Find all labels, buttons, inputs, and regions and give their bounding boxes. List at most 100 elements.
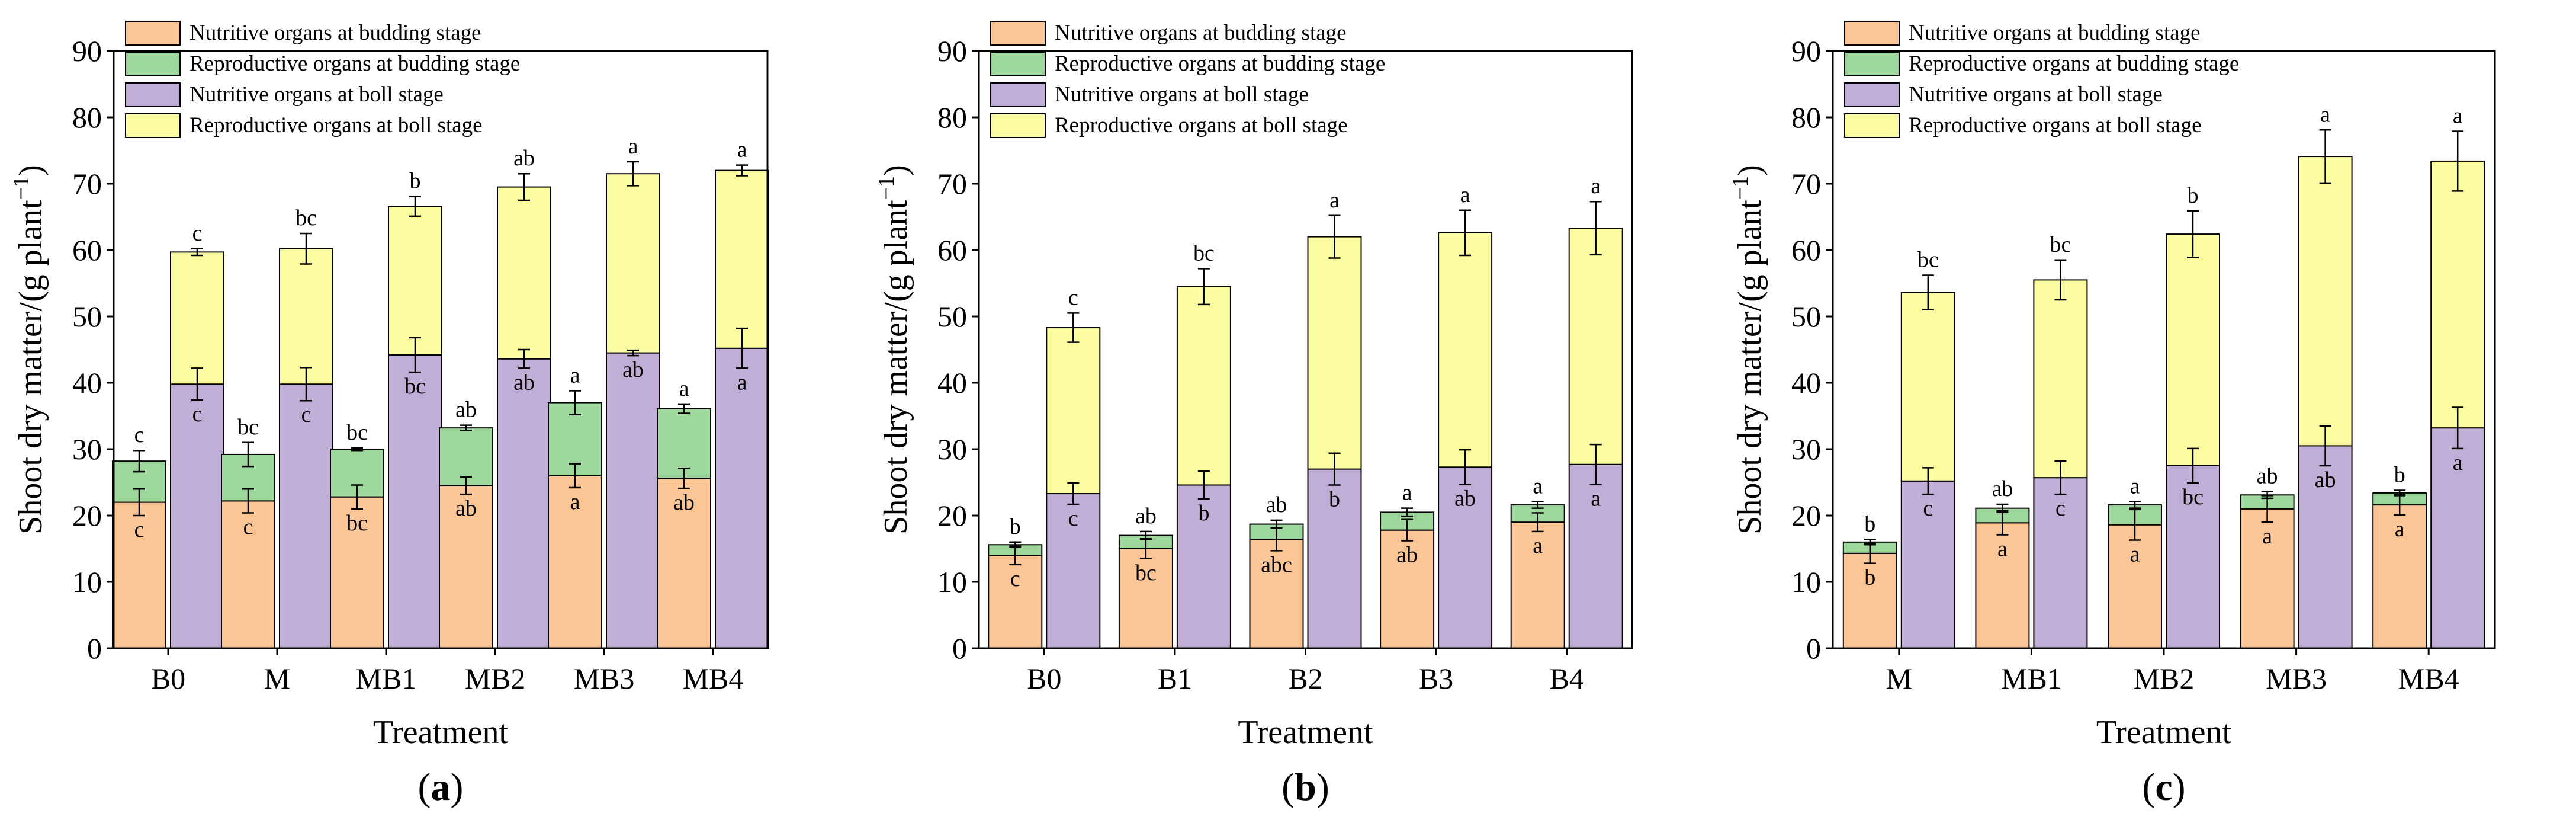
- legend-swatch: [125, 82, 181, 107]
- significance-letter: ab: [1396, 543, 1418, 568]
- legend-swatch: [1844, 52, 1900, 76]
- significance-letter: a: [1591, 486, 1601, 511]
- legend-swatch: [990, 82, 1046, 107]
- y-tick-label: 70: [1791, 167, 1821, 200]
- bar-nutritive-budding: [221, 500, 275, 649]
- x-tick-label: MB1: [2001, 662, 2062, 695]
- significance-letter: bc: [346, 420, 368, 445]
- significance-letter: a: [1460, 183, 1470, 207]
- significance-letter: ab: [1266, 492, 1287, 517]
- significance-letter: b: [1198, 501, 1209, 526]
- significance-letter: a: [2395, 517, 2405, 542]
- panel-label-letter: c: [2155, 766, 2172, 809]
- y-tick-label: 10: [1791, 565, 1821, 598]
- panel-label-open: (: [1281, 766, 1295, 809]
- bar-reproductive-boll: [715, 169, 769, 349]
- y-axis-title-close: ): [12, 165, 49, 176]
- plot-frame: [113, 50, 769, 649]
- bar-nutritive-boll: [2033, 477, 2088, 649]
- y-axis-title-sup: −1: [1728, 176, 1753, 200]
- significance-letter: a: [2453, 104, 2463, 129]
- y-tick-label: 40: [1791, 366, 1821, 399]
- significance-letter: ab: [622, 357, 644, 382]
- bar-reproductive-boll: [279, 248, 333, 385]
- panel-label-open: (: [2142, 766, 2155, 809]
- y-tick-label: 30: [1791, 433, 1821, 466]
- x-tick-label: B2: [1288, 662, 1322, 695]
- significance-letter: a: [570, 489, 580, 514]
- x-tick-label: B0: [1027, 662, 1061, 695]
- significance-letter: ab: [2257, 464, 2278, 489]
- y-tick-label: 0: [952, 632, 967, 665]
- y-tick-label: 20: [937, 499, 967, 532]
- significance-letter: a: [1533, 473, 1543, 498]
- significance-letter: bc: [1135, 561, 1157, 585]
- significance-letter: b: [1864, 511, 1875, 536]
- significance-letter: c: [134, 422, 144, 447]
- legend-label: Reproductive organs at budding stage: [189, 52, 520, 76]
- bar-nutritive-budding: [1249, 539, 1304, 649]
- significance-letter: b: [1329, 486, 1340, 511]
- plot-frame: [978, 50, 1633, 649]
- significance-letter: c: [243, 515, 253, 540]
- bar-reproductive-boll: [1046, 327, 1101, 495]
- bar-nutritive-boll: [497, 358, 551, 649]
- panel-label-letter: a: [431, 766, 451, 809]
- legend-label: Reproductive organs at budding stage: [1909, 52, 2239, 76]
- bar-nutritive-budding: [657, 478, 711, 649]
- significance-letter: c: [192, 402, 203, 427]
- y-tick-label: 30: [72, 433, 102, 466]
- legend-swatch: [990, 52, 1046, 76]
- legend-label: Reproductive organs at boll stage: [189, 113, 483, 137]
- y-tick-label: 0: [87, 632, 102, 665]
- y-axis-title-main: Shoot dry matter/(g plant: [878, 200, 914, 534]
- bar-nutritive-boll: [1900, 480, 1955, 649]
- bar-nutritive-boll: [388, 354, 442, 649]
- legend-swatch: [125, 21, 181, 46]
- legend-swatch: [1844, 82, 1900, 107]
- significance-letter: c: [2055, 496, 2066, 521]
- bar-reproductive-boll: [1176, 286, 1231, 486]
- bar-nutritive-boll: [1568, 463, 1623, 649]
- x-tick-label: B1: [1158, 662, 1192, 695]
- significance-letter: c: [1068, 285, 1078, 310]
- bar-nutritive-boll: [1438, 466, 1493, 649]
- bar-nutritive-boll: [2430, 427, 2485, 649]
- legend-swatch: [990, 21, 1046, 46]
- significance-letter: a: [1402, 481, 1412, 505]
- y-tick-label: 50: [1791, 300, 1821, 333]
- significance-letter: c: [1068, 506, 1078, 531]
- y-axis-title-close: ): [878, 165, 914, 176]
- significance-letter: bc: [1193, 241, 1215, 265]
- bar-reproductive-boll: [497, 186, 551, 360]
- bar-nutritive-boll: [715, 347, 769, 649]
- bar-nutritive-budding: [1380, 529, 1435, 649]
- significance-letter: a: [2130, 473, 2140, 498]
- significance-letter: c: [1010, 566, 1020, 591]
- y-axis-title: Shoot dry matter/(g plant−1): [874, 165, 914, 534]
- y-tick-label: 20: [72, 499, 102, 532]
- y-tick-label: 80: [937, 101, 967, 134]
- significance-letter: c: [192, 221, 203, 246]
- significance-letter: c: [301, 402, 311, 427]
- significance-letter: a: [737, 137, 747, 162]
- y-tick-label: 80: [72, 101, 102, 134]
- x-tick-label: M: [264, 662, 290, 695]
- x-tick-label: MB4: [2398, 662, 2459, 695]
- y-tick-label: 60: [72, 233, 102, 267]
- bar-reproductive-boll: [170, 251, 224, 385]
- significance-letter: ab: [1454, 486, 1476, 511]
- significance-letter: ab: [513, 370, 535, 395]
- x-tick-label: B4: [1550, 662, 1584, 695]
- bar-nutritive-budding: [1118, 548, 1173, 649]
- legend-label: Reproductive organs at budding stage: [1055, 52, 1385, 76]
- panel-label: (a): [418, 766, 464, 809]
- x-tick-label: MB4: [683, 662, 744, 695]
- significance-letter: bc: [2050, 232, 2071, 257]
- legend-label: Nutritive organs at budding stage: [189, 21, 481, 45]
- plot-frame: [1832, 50, 2496, 649]
- y-tick-label: 90: [937, 34, 967, 68]
- x-tick-label: MB1: [356, 662, 417, 695]
- bar-nutritive-boll: [2166, 465, 2220, 649]
